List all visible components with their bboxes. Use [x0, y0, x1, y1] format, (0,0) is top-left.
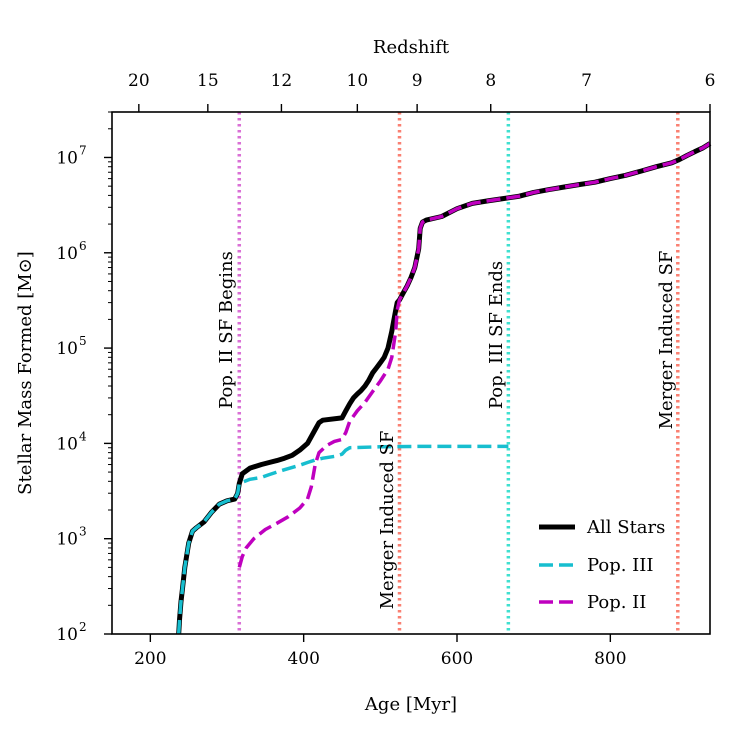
plot-frame	[111, 111, 711, 635]
vertical-line-labels: Pop. II SF Begins Pop. III SF Ends Merger …	[216, 251, 677, 610]
y-tick-label-100000: 10	[56, 339, 78, 359]
legend-label-2: Pop. II	[587, 592, 646, 613]
legend: All Stars Pop. III Pop. II	[539, 517, 665, 613]
y-tick-exponent-10000000: 7	[79, 143, 87, 157]
y-tick-exponent-100: 2	[79, 620, 87, 634]
redshift-tick-label-7: 7	[581, 71, 592, 91]
y-axis-label: Stellar Mass Formed [M⊙]	[15, 251, 36, 495]
y-tick-label-10000000: 10	[56, 148, 78, 168]
vertical-line-label-1: Pop. III SF Ends	[486, 261, 507, 409]
x-axis-ticks: 200 400 600 800	[134, 634, 627, 669]
top-axis-label: Redshift	[373, 37, 450, 58]
y-tick-label-1000000: 10	[56, 244, 78, 264]
redshift-tick-label-9: 9	[412, 71, 423, 91]
y-tick-exponent-1000000: 6	[79, 239, 87, 253]
vertical-line-label-0: Pop. II SF Begins	[216, 251, 237, 409]
vertical-line-label-2: Merger Induced SF	[377, 431, 398, 610]
redshift-tick-label-8: 8	[485, 71, 496, 91]
redshift-tick-label-6: 6	[705, 71, 716, 91]
x-tick-label-200: 200	[134, 649, 166, 669]
y-tick-exponent-10000: 4	[79, 429, 87, 443]
redshift-tick-label-15: 15	[197, 71, 219, 91]
x-tick-label-400: 400	[287, 649, 319, 669]
y-tick-exponent-1000: 3	[79, 525, 87, 539]
series-line-pop-iii	[176, 444, 509, 635]
plot-area	[112, 112, 710, 634]
redshift-tick-label-10: 10	[347, 71, 369, 91]
redshift-tick-label-20: 20	[128, 71, 150, 91]
x-tick-label-600: 600	[441, 649, 473, 669]
series-group	[176, 141, 712, 635]
y-tick-label-10000: 10	[56, 434, 78, 454]
legend-label-0: All Stars	[586, 517, 665, 538]
x-tick-label-800: 800	[594, 649, 626, 669]
y-tick-exponent-100000: 5	[79, 334, 87, 348]
redshift-tick-label-12: 12	[271, 71, 293, 91]
vertical-line-label-3: Merger Induced SF	[656, 251, 677, 430]
series-line-pop-ii	[237, 142, 711, 568]
y-tick-label-100: 10	[56, 625, 78, 645]
y-tick-label-1000: 10	[56, 530, 78, 550]
series-line-all-stars	[176, 141, 712, 635]
x-axis-label: Age [Myr]	[364, 694, 457, 715]
legend-label-1: Pop. III	[587, 555, 654, 576]
redshift-axis-ticks: 20 15 12 10 9 8 7 6	[128, 71, 715, 112]
